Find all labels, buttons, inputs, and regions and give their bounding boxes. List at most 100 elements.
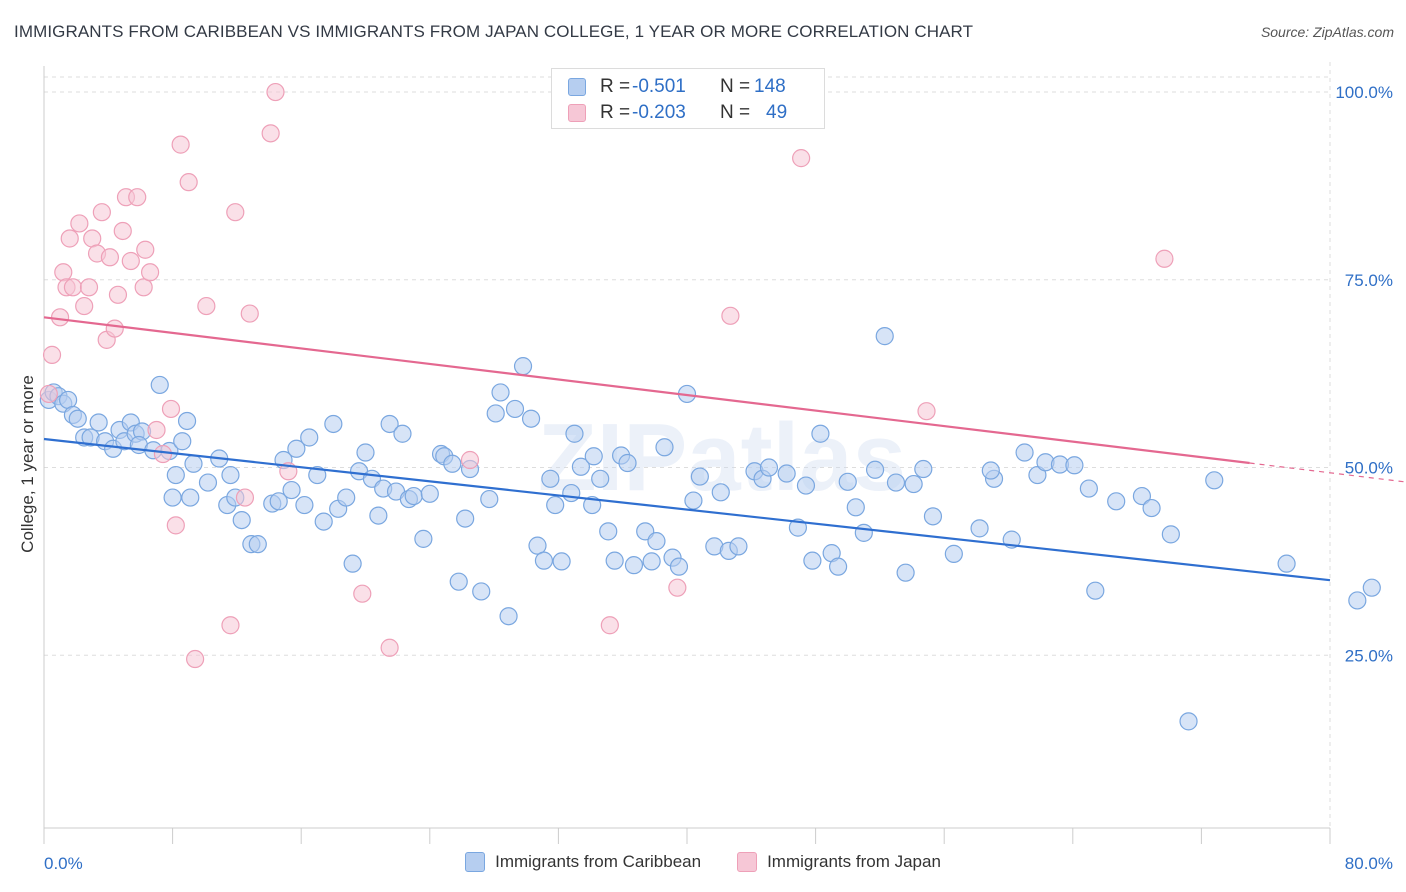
japan-point — [226, 203, 245, 222]
x-tick-label-left: 0.0% — [44, 854, 83, 873]
caribbean-point — [343, 554, 362, 573]
chart-title: IMMIGRANTS FROM CARIBBEAN VS IMMIGRANTS … — [14, 22, 974, 41]
caribbean-point — [846, 498, 865, 517]
caribbean-point — [1161, 525, 1180, 544]
caribbean-point — [232, 510, 251, 530]
caribbean-point — [380, 414, 399, 434]
axes — [43, 66, 1331, 844]
caribbean-point — [1277, 554, 1296, 573]
japan-point — [54, 263, 73, 282]
caribbean-point — [337, 488, 356, 507]
japan-point — [179, 173, 198, 192]
japan-point — [128, 188, 147, 207]
caribbean-point — [443, 454, 462, 473]
japan-point — [42, 345, 62, 364]
y-tick-label: 100.0% — [1335, 83, 1393, 102]
japan-point — [221, 616, 240, 635]
japan-point — [79, 278, 99, 297]
japan-point — [50, 308, 70, 327]
x-tick-label-right: 80.0% — [1345, 854, 1393, 873]
caribbean-point — [184, 454, 203, 473]
japan-point — [792, 149, 811, 168]
caribbean-point — [287, 439, 306, 458]
caribbean-point — [669, 557, 689, 576]
caribbean-point — [534, 551, 554, 570]
caribbean-point — [300, 428, 319, 447]
caribbean-point — [59, 390, 78, 410]
caribbean-point — [944, 544, 963, 563]
caribbean-point — [777, 464, 796, 483]
caribbean-point — [480, 489, 499, 509]
caribbean-point — [528, 536, 547, 555]
n-value-caribbean: 148 — [754, 76, 786, 97]
caribbean-point — [599, 522, 618, 541]
caribbean-point — [472, 582, 491, 601]
caribbean-point — [829, 557, 848, 576]
caribbean-point — [811, 424, 830, 443]
caribbean-point — [324, 414, 343, 434]
correlation-legend: R = -0.501 N = 148 R = -0.203 N = 49 — [551, 68, 825, 129]
caribbean-point — [1079, 479, 1098, 498]
caribbean-point — [552, 552, 571, 571]
japan-point — [92, 203, 111, 222]
caribbean-point — [393, 424, 412, 443]
caribbean-point — [690, 467, 709, 486]
caribbean-point — [865, 460, 885, 479]
caribbean-point — [583, 495, 602, 515]
japan-point — [70, 214, 89, 233]
japan-point — [353, 584, 372, 603]
japan-point — [136, 240, 155, 259]
japan-point — [134, 278, 153, 297]
japan-point — [266, 82, 285, 102]
caribbean-point — [571, 457, 591, 476]
caribbean-point — [491, 383, 510, 402]
caribbean-point — [486, 404, 505, 423]
y-axis-label: College, 1 year or more — [18, 375, 37, 553]
caribbean-point — [796, 476, 816, 495]
caribbean-point — [282, 480, 301, 500]
r-value-japan: -0.203 — [632, 102, 686, 123]
japan-point — [121, 251, 140, 271]
japan-trend-line — [43, 316, 1250, 465]
japan-point — [600, 616, 619, 635]
source-label: Source: ZipAtlas.com — [1260, 24, 1394, 40]
n-label: N = — [720, 102, 751, 123]
caribbean-point — [914, 459, 933, 479]
caribbean-point — [904, 474, 923, 494]
japan-legend-label: Immigrants from Japan — [767, 852, 941, 871]
japan-point — [39, 384, 58, 404]
r-label: R = — [600, 102, 631, 123]
japan-point — [1155, 249, 1174, 268]
caribbean-point — [923, 507, 943, 526]
legend-row-japan: R = -0.203 N = 49 — [568, 101, 787, 125]
caribbean-point — [150, 375, 169, 395]
caribbean-point — [177, 411, 197, 431]
caribbean-point — [1015, 443, 1034, 462]
japan-legend-swatch — [737, 852, 758, 872]
caribbean-point — [1348, 591, 1367, 610]
caribbean-point — [684, 491, 703, 510]
japan-point — [113, 221, 132, 241]
caribbean-point — [584, 447, 603, 466]
japan-point — [917, 402, 936, 421]
japan-point — [100, 248, 120, 267]
y-tick-label: 25.0% — [1345, 646, 1393, 665]
japan-point — [186, 649, 205, 669]
japan-point — [240, 304, 259, 323]
japan-point — [380, 638, 399, 657]
caribbean-point — [269, 492, 288, 511]
japan-swatch — [568, 104, 586, 122]
caribbean-point — [1362, 578, 1381, 597]
caribbean-point — [499, 607, 518, 626]
japan-point — [668, 578, 687, 597]
caribbean-point — [369, 506, 388, 525]
caribbean-point — [788, 518, 808, 537]
caribbean-point — [875, 327, 894, 346]
japan-point — [60, 229, 79, 248]
caribbean-point — [198, 473, 218, 492]
caribbean-swatch — [568, 78, 586, 96]
japan-point — [105, 319, 124, 338]
caribbean-point — [591, 469, 610, 488]
caribbean-point — [1086, 581, 1105, 600]
